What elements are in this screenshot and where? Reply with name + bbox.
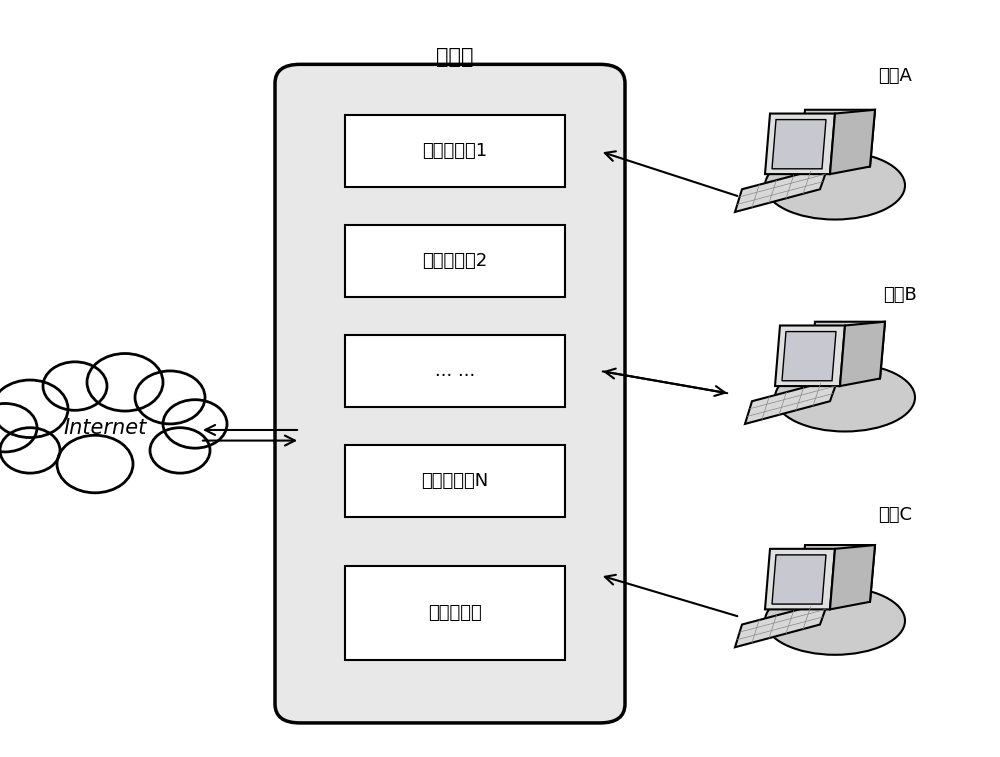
- Polygon shape: [775, 326, 845, 386]
- Text: 过滤规则表N: 过滤规则表N: [421, 472, 489, 490]
- Polygon shape: [810, 322, 885, 378]
- Text: 原始规则集: 原始规则集: [428, 604, 482, 622]
- Circle shape: [163, 400, 227, 448]
- Circle shape: [135, 371, 205, 424]
- Bar: [345, 566, 565, 660]
- Bar: [345, 445, 565, 516]
- Circle shape: [0, 428, 60, 473]
- Text: 过滤规则表2: 过滤规则表2: [422, 252, 488, 270]
- Polygon shape: [765, 114, 835, 174]
- Bar: [345, 335, 565, 407]
- FancyBboxPatch shape: [275, 64, 625, 723]
- Polygon shape: [765, 549, 835, 609]
- Text: 过滤规则表1: 过滤规则表1: [422, 142, 488, 160]
- Circle shape: [57, 435, 133, 493]
- Bar: [345, 115, 565, 187]
- Circle shape: [150, 428, 210, 473]
- Bar: [345, 226, 565, 297]
- Circle shape: [0, 380, 68, 438]
- Text: 主机A: 主机A: [878, 67, 912, 85]
- Ellipse shape: [775, 363, 915, 431]
- Polygon shape: [840, 322, 885, 386]
- Polygon shape: [830, 110, 875, 174]
- Text: 主机C: 主机C: [878, 506, 912, 524]
- Polygon shape: [735, 167, 828, 212]
- Text: 防火墙: 防火墙: [436, 47, 474, 67]
- Polygon shape: [800, 545, 875, 602]
- Polygon shape: [735, 602, 828, 647]
- Text: ... ...: ... ...: [435, 362, 475, 380]
- Polygon shape: [772, 555, 826, 604]
- Ellipse shape: [765, 151, 905, 220]
- Polygon shape: [782, 332, 836, 381]
- Ellipse shape: [765, 587, 905, 655]
- Text: 主机B: 主机B: [883, 286, 917, 304]
- Polygon shape: [830, 545, 875, 609]
- Polygon shape: [745, 378, 838, 424]
- Polygon shape: [772, 120, 826, 169]
- Circle shape: [0, 403, 37, 452]
- Circle shape: [43, 362, 107, 410]
- Text: Internet: Internet: [63, 418, 147, 438]
- Circle shape: [87, 354, 163, 411]
- Polygon shape: [800, 110, 875, 167]
